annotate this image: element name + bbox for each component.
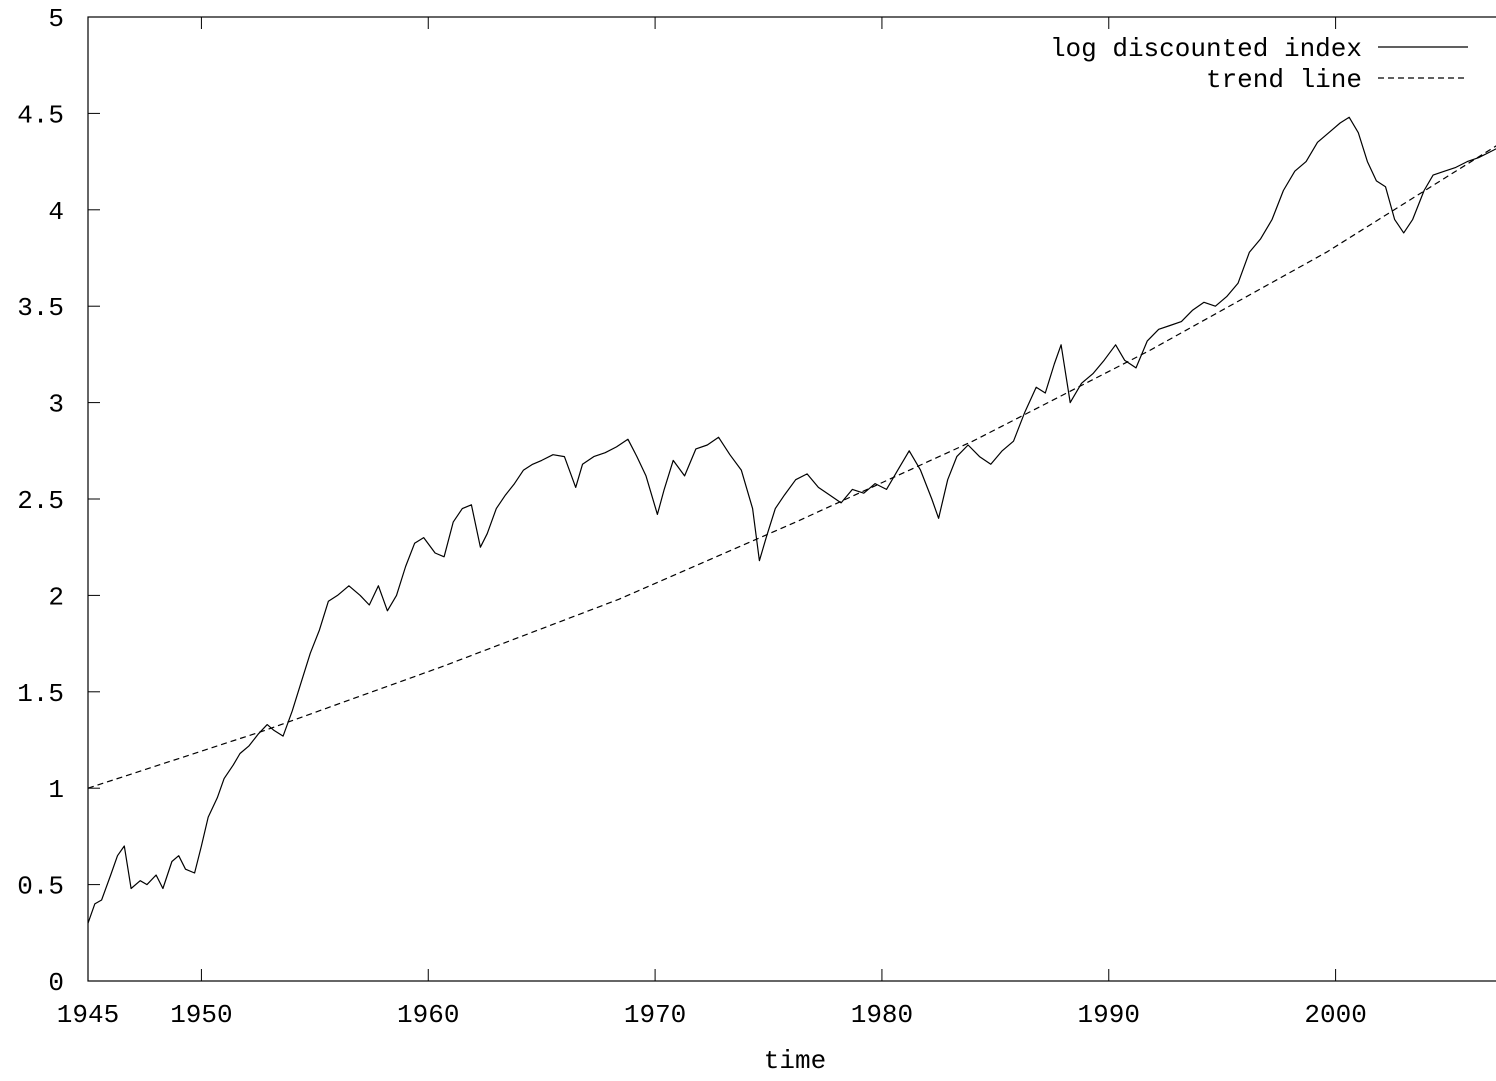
y-tick-label: 3.5 [17, 293, 64, 323]
y-tick-label: 2.5 [17, 486, 64, 516]
y-tick-label: 1 [48, 775, 64, 805]
x-tick-label: 2000 [1304, 1000, 1366, 1030]
x-tick-label: 1950 [170, 1000, 232, 1030]
y-tick-label: 4.5 [17, 100, 64, 130]
x-tick-label: 1970 [624, 1000, 686, 1030]
trend-line-series [87, 145, 1496, 789]
x-tick-label: 1945 [57, 1000, 119, 1030]
x-tick-label: 1990 [1078, 1000, 1140, 1030]
y-tick-label: 3 [48, 390, 64, 420]
y-tick-label: 4 [48, 197, 64, 227]
series-layer [87, 116, 1496, 924]
x-axis-label: time [764, 1046, 826, 1076]
plot-frame [87, 16, 1496, 982]
x-axis-ticks: 1945 1950 1960 1970 1980 1990 2000 [57, 17, 1367, 1030]
y-tick-label: 2 [48, 582, 64, 612]
x-tick-label: 1960 [397, 1000, 459, 1030]
y-tick-label: 1.5 [17, 679, 64, 709]
x-tick-label: 1980 [851, 1000, 913, 1030]
y-tick-label: 5 [48, 4, 64, 34]
legend-label: log discounted index [1050, 34, 1362, 64]
y-axis-ticks: 0 0.5 1 1.5 2 2.5 3 3.5 4 4.5 5 [17, 4, 100, 998]
y-tick-label: 0.5 [17, 872, 64, 902]
index-line-series [87, 116, 1496, 924]
legend-label: trend line [1206, 65, 1362, 95]
y-tick-label: 0 [48, 968, 64, 998]
